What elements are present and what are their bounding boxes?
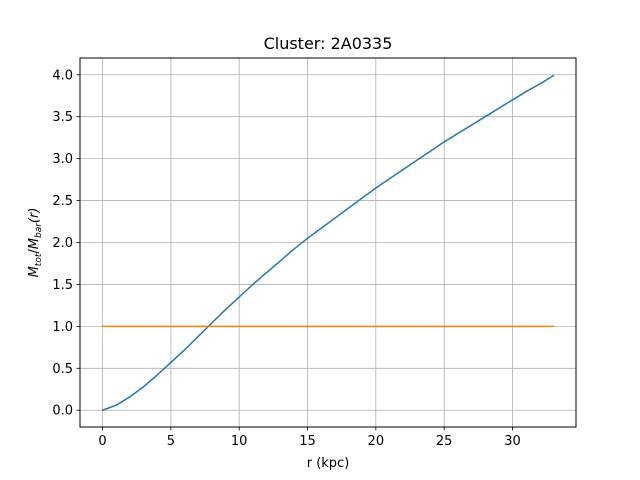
ticks: 0 5 10 15 20 25 30 0.0 0.5 1.0 1.5 2.0 2.5 3.0 3.5 4.0: [52, 68, 520, 449]
y-tick-label: 1.5: [52, 278, 73, 293]
y-tick-label: 0.0: [52, 404, 73, 419]
y-tick-label: 2.0: [52, 236, 73, 251]
y-axis-label-sub2: bar: [34, 222, 44, 238]
y-tick-label: 3.0: [52, 152, 73, 167]
y-axis-label-slash: /: [27, 249, 42, 254]
y-tick-label: 0.5: [52, 362, 73, 377]
x-tick-label: 20: [368, 434, 385, 449]
y-axis-label-m2: M: [27, 238, 42, 249]
series-line-1: [101, 74, 555, 412]
grid: [80, 58, 576, 427]
x-tick-label: 15: [299, 434, 316, 449]
x-tick-label: 25: [436, 434, 453, 449]
series-layer: [101, 74, 555, 412]
y-tick-label: 2.5: [52, 194, 73, 209]
y-axis-label-m1: M: [27, 266, 42, 277]
y-axis-label: Mtot/Mbar(r): [27, 208, 44, 278]
x-tick-label: 30: [504, 434, 521, 449]
y-tick-label: 4.0: [52, 68, 73, 83]
y-axis-label-sub1: tot: [34, 253, 44, 266]
x-axis-label: r (kpc): [307, 456, 350, 471]
y-tick-label: 1.0: [52, 320, 73, 335]
chart-title: Cluster: 2A0335: [264, 34, 393, 53]
y-tick-label: 3.5: [52, 110, 73, 125]
x-tick-label: 10: [231, 434, 248, 449]
x-tick-label: 5: [167, 434, 175, 449]
y-axis-label-suffix: (r): [27, 208, 42, 224]
x-tick-label: 0: [98, 434, 106, 449]
